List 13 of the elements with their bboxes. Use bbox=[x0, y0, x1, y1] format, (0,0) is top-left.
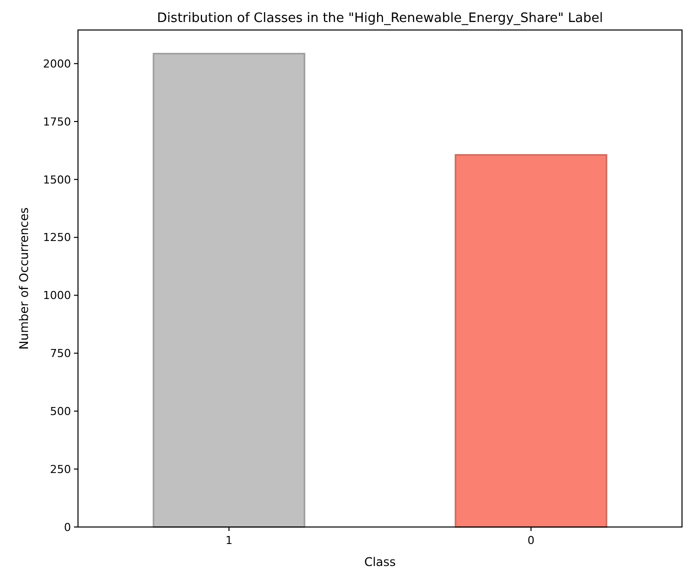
y-tick-label: 0 bbox=[64, 520, 71, 534]
y-tick-label: 1250 bbox=[43, 231, 71, 244]
y-tick-label: 1500 bbox=[43, 173, 71, 186]
y-tick-label: 1750 bbox=[43, 115, 71, 128]
chart-title: Distribution of Classes in the "High_Renewable_Energy_Share" Label bbox=[157, 11, 603, 26]
x-tick-label: 1 bbox=[226, 534, 232, 547]
y-tick-label: 2000 bbox=[43, 57, 71, 70]
x-axis-title: Class bbox=[364, 555, 396, 569]
y-tick-label: 1000 bbox=[43, 289, 71, 302]
y-tick-label: 750 bbox=[50, 347, 71, 360]
y-tick-label: 250 bbox=[50, 462, 71, 476]
y-tick-label: 500 bbox=[50, 405, 71, 418]
y-axis-title: Number of Occurrences bbox=[17, 207, 31, 350]
